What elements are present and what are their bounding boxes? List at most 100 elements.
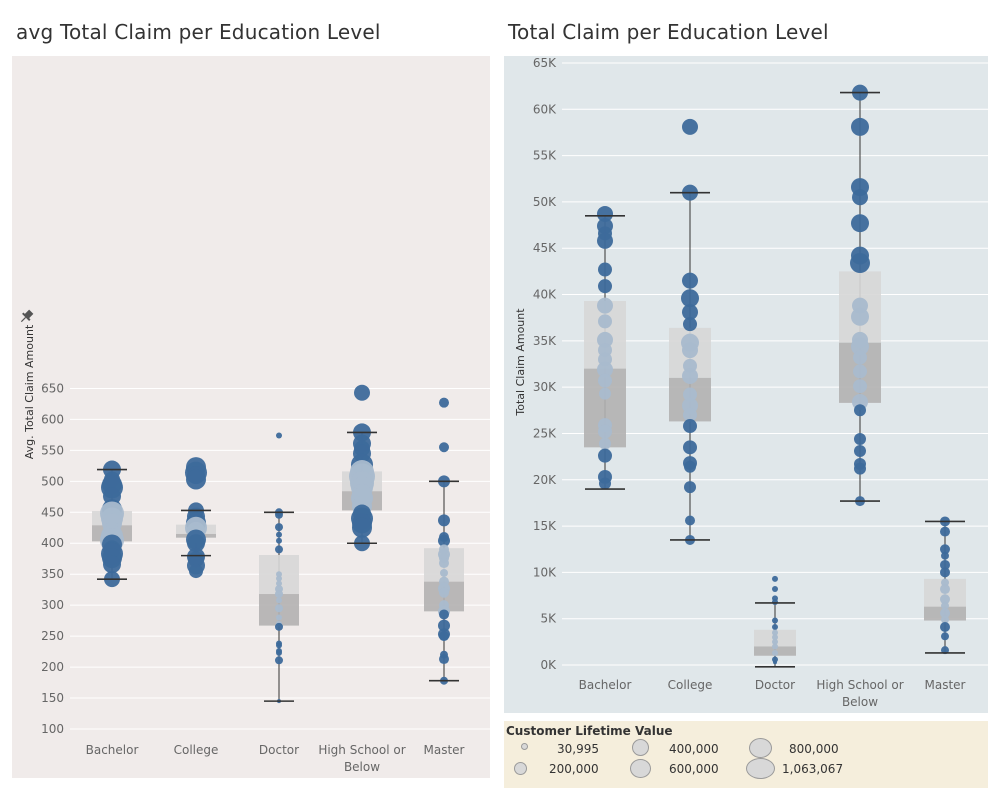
pin-icon[interactable]	[18, 308, 35, 325]
data-point[interactable]	[276, 597, 282, 604]
data-point[interactable]	[276, 531, 282, 538]
data-point[interactable]	[772, 586, 778, 593]
data-point[interactable]	[276, 642, 282, 649]
data-point[interactable]	[276, 571, 282, 578]
data-point[interactable]	[440, 568, 448, 577]
data-point[interactable]	[438, 514, 450, 527]
data-point[interactable]	[853, 350, 867, 365]
data-point[interactable]	[940, 584, 950, 595]
data-point[interactable]	[941, 615, 949, 624]
data-point[interactable]	[940, 559, 950, 570]
data-point[interactable]	[683, 317, 697, 332]
data-point[interactable]	[439, 631, 449, 642]
data-point[interactable]	[853, 364, 867, 379]
data-point[interactable]	[439, 654, 449, 665]
data-point[interactable]	[275, 590, 283, 599]
data-point[interactable]	[772, 634, 778, 641]
data-point[interactable]	[851, 117, 869, 136]
data-point[interactable]	[850, 253, 870, 274]
data-point[interactable]	[851, 307, 869, 326]
data-point[interactable]	[772, 575, 778, 582]
data-point[interactable]	[682, 304, 698, 321]
data-point[interactable]	[275, 545, 283, 554]
data-point[interactable]	[941, 632, 949, 641]
data-point[interactable]	[854, 433, 866, 446]
data-point[interactable]	[354, 384, 370, 401]
data-point[interactable]	[598, 373, 612, 388]
data-point[interactable]	[439, 442, 449, 453]
data-point[interactable]	[940, 544, 950, 555]
data-point[interactable]	[772, 629, 778, 636]
data-point[interactable]	[276, 432, 282, 439]
data-point[interactable]	[854, 404, 866, 417]
data-point[interactable]	[941, 601, 949, 610]
data-point[interactable]	[853, 379, 867, 394]
data-point[interactable]	[598, 448, 612, 463]
data-point[interactable]	[597, 205, 613, 222]
data-point[interactable]	[940, 567, 950, 578]
x-category-label: Doctor	[755, 678, 795, 692]
data-point[interactable]	[187, 534, 205, 553]
data-point[interactable]	[186, 469, 206, 490]
data-point[interactable]	[682, 272, 698, 289]
data-point[interactable]	[276, 537, 282, 544]
data-point[interactable]	[851, 337, 869, 356]
data-point[interactable]	[103, 555, 121, 574]
data-point[interactable]	[854, 462, 866, 475]
data-point[interactable]	[681, 289, 699, 308]
data-point[interactable]	[597, 331, 613, 348]
data-point[interactable]	[439, 558, 449, 569]
data-point[interactable]	[683, 407, 697, 422]
data-point[interactable]	[439, 609, 449, 620]
data-point[interactable]	[941, 551, 949, 560]
data-point[interactable]	[599, 387, 611, 400]
data-point[interactable]	[275, 622, 283, 631]
data-point[interactable]	[940, 622, 950, 633]
data-point[interactable]	[683, 387, 697, 402]
data-point[interactable]	[940, 526, 950, 537]
data-point[interactable]	[684, 460, 696, 473]
data-point[interactable]	[598, 314, 612, 329]
data-point[interactable]	[685, 515, 695, 526]
data-point[interactable]	[597, 232, 613, 249]
data-point[interactable]	[276, 614, 282, 621]
data-point[interactable]	[599, 477, 611, 490]
data-point[interactable]	[598, 279, 612, 294]
data-point[interactable]	[439, 397, 449, 408]
data-point[interactable]	[352, 517, 372, 538]
data-point[interactable]	[598, 262, 612, 277]
data-point[interactable]	[597, 361, 613, 378]
data-point[interactable]	[772, 638, 778, 645]
data-point[interactable]	[772, 624, 778, 631]
data-point[interactable]	[773, 660, 777, 665]
data-point[interactable]	[772, 649, 778, 656]
data-point[interactable]	[772, 599, 778, 606]
data-point[interactable]	[940, 608, 950, 619]
data-point[interactable]	[189, 564, 203, 579]
data-point[interactable]	[683, 440, 697, 455]
data-point[interactable]	[276, 575, 282, 582]
data-point[interactable]	[682, 368, 698, 385]
data-point[interactable]	[598, 424, 612, 439]
data-point[interactable]	[682, 342, 698, 359]
data-point[interactable]	[852, 189, 868, 206]
data-point[interactable]	[940, 594, 950, 605]
data-point[interactable]	[438, 534, 450, 547]
data-point[interactable]	[439, 587, 449, 598]
data-point[interactable]	[684, 481, 696, 494]
y-tick-label: 0K	[540, 658, 557, 672]
data-point[interactable]	[772, 617, 778, 624]
data-point[interactable]	[599, 437, 611, 450]
data-point[interactable]	[597, 297, 613, 314]
data-point[interactable]	[275, 604, 283, 613]
data-point[interactable]	[682, 118, 698, 135]
data-point[interactable]	[275, 523, 283, 532]
data-point[interactable]	[275, 656, 283, 665]
data-point[interactable]	[854, 445, 866, 458]
data-point[interactable]	[276, 580, 282, 587]
data-point[interactable]	[683, 419, 697, 434]
data-point[interactable]	[276, 649, 282, 656]
data-point[interactable]	[851, 214, 869, 233]
data-point[interactable]	[772, 643, 778, 650]
data-point[interactable]	[438, 619, 450, 632]
